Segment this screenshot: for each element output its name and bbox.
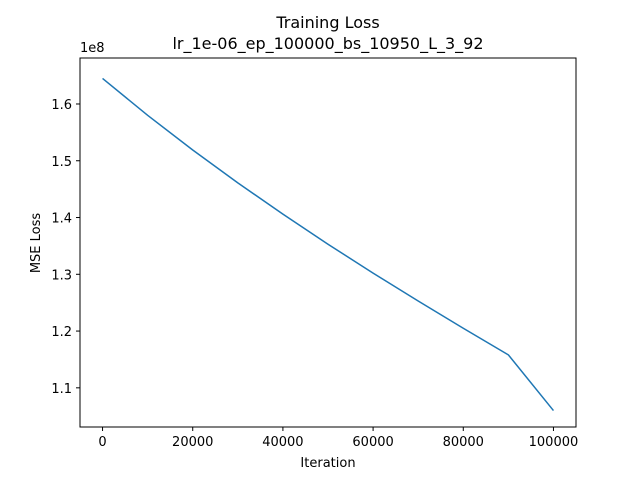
y-tick-label: 1.3 — [51, 268, 72, 283]
plot-frame — [79, 57, 577, 428]
y-tick-label: 1.2 — [51, 325, 72, 340]
chart-title: Training Loss — [275, 13, 379, 32]
y-tick-label: 1.5 — [51, 155, 72, 170]
plot-area: 0 20000 40000 60000 80000 100000 1.1 1.2 1.3 1.4 1… — [51, 57, 579, 450]
chart-subtitle: lr_1e-06_ep_100000_bs_10950_L_3_92 — [172, 34, 483, 54]
y-tick-label: 1.1 — [51, 382, 72, 397]
y-axis-label: MSE Loss — [29, 213, 44, 274]
x-tick-label: 60000 — [352, 435, 393, 450]
x-tick-label: 0 — [98, 435, 106, 450]
x-tick-label: 40000 — [262, 435, 303, 450]
loss-series-line-0 — [102, 77, 555, 412]
y-tick-label: 1.6 — [51, 98, 72, 113]
x-tick-label: 80000 — [443, 435, 484, 450]
x-tick-label: 100000 — [529, 435, 579, 450]
y-tick-label: 1.4 — [51, 212, 72, 227]
x-axis-label: Iteration — [300, 456, 355, 471]
x-tick-label: 20000 — [172, 435, 213, 450]
y-offset-label: 1e8 — [80, 41, 105, 56]
